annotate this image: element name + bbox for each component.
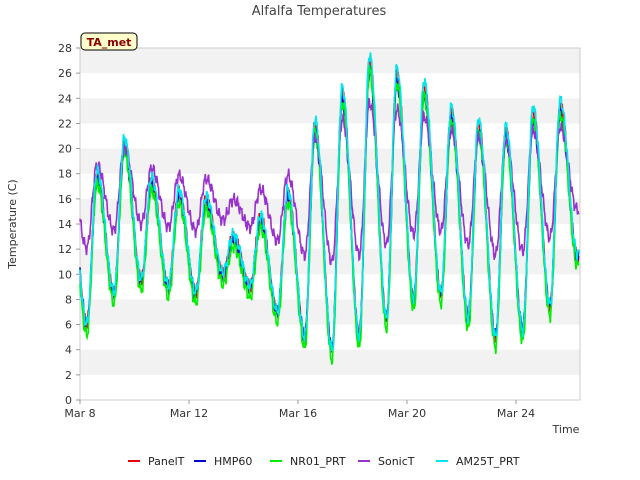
y-tick-label: 24 <box>58 92 72 105</box>
y-axis-label: Temperature (C) <box>6 179 19 269</box>
legend-label: AM25T_PRT <box>456 455 520 468</box>
x-tick-label: Mar 20 <box>388 407 426 420</box>
legend-label: NR01_PRT <box>290 455 346 468</box>
y-tick-label: 0 <box>65 394 72 407</box>
series-line-am25t-prt <box>79 52 580 352</box>
x-tick-label: Mar 24 <box>497 407 535 420</box>
x-axis-label: Time <box>552 423 580 436</box>
grid-band <box>80 198 580 224</box>
y-tick-label: 10 <box>58 268 72 281</box>
grid-band <box>80 48 580 74</box>
y-tick-label: 12 <box>58 243 72 256</box>
y-tick-label: 8 <box>65 293 72 306</box>
x-tick-label: Mar 16 <box>279 407 317 420</box>
y-tick-label: 22 <box>58 117 72 130</box>
ta-met-badge: TA_met <box>80 32 138 51</box>
y-tick-label: 6 <box>65 319 72 332</box>
grid-band <box>80 299 580 325</box>
series-lines <box>79 52 580 366</box>
legend-label: HMP60 <box>214 455 252 468</box>
y-tick-label: 2 <box>65 369 72 382</box>
grid-band <box>80 98 580 124</box>
y-tick-label: 28 <box>58 42 72 55</box>
y-tick-label: 16 <box>58 193 72 206</box>
chart-title: Alfalfa Temperatures <box>252 4 387 19</box>
legend: PanelT HMP60 NR01_PRT SonicT AM25T_PRT <box>128 455 520 468</box>
y-tick-label: 18 <box>58 168 72 181</box>
y-tick-label: 26 <box>58 67 72 80</box>
legend-label: SonicT <box>378 455 415 468</box>
grid-band <box>80 148 580 174</box>
y-tick-label: 14 <box>58 218 72 231</box>
y-tick-label: 4 <box>65 344 72 357</box>
series-line-sonict <box>79 97 580 266</box>
x-axis: Mar 8 Mar 12 Mar 16 Mar 20 Mar 24 <box>64 400 535 420</box>
x-tick-label: Mar 12 <box>170 407 208 420</box>
x-tick-label: Mar 8 <box>64 407 95 420</box>
y-tick-label: 20 <box>58 143 72 156</box>
badge-label: TA_met <box>87 36 132 49</box>
grid-bands <box>80 48 580 375</box>
legend-label: PanelT <box>148 455 185 468</box>
